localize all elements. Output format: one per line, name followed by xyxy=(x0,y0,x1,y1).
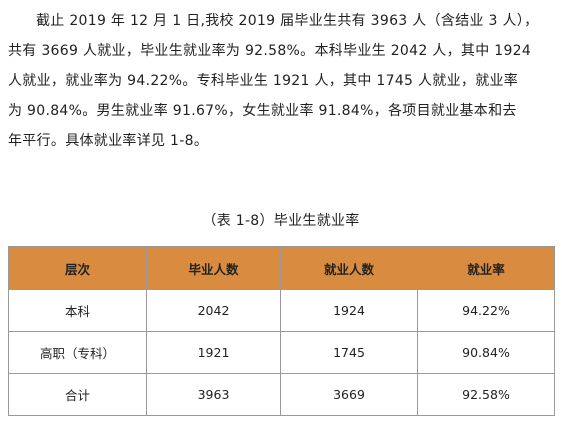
summary-paragraph: 截止 2019 年 12 月 1 日,我校 2019 届毕业生共有 3963 人… xyxy=(8,6,554,156)
table-cell: 92.58% xyxy=(417,373,555,416)
header-employment-rate: 就业率 xyxy=(417,246,555,290)
table-row: 合计 3963 3669 92.58% xyxy=(8,373,555,416)
table-cell: 合计 xyxy=(8,373,147,416)
paragraph-line: 共有 3669 人就业，毕业生就业率为 92.58%。本科毕业生 2042 人，… xyxy=(8,43,532,59)
employment-rate-table: 层次 毕业人数 就业人数 就业率 本科 2042 1924 94.22% 高职（… xyxy=(8,246,555,416)
table-cell: 1924 xyxy=(280,289,418,332)
table-cell: 2042 xyxy=(146,289,281,332)
table-cell: 3963 xyxy=(146,373,281,416)
table-cell: 1921 xyxy=(146,331,281,374)
table-cell: 高职（专科） xyxy=(8,331,147,374)
table-cell: 94.22% xyxy=(417,289,555,332)
table-row: 高职（专科） 1921 1745 90.84% xyxy=(8,331,555,374)
header-graduates: 毕业人数 xyxy=(146,246,281,290)
table-cell: 本科 xyxy=(8,289,147,332)
header-employed: 就业人数 xyxy=(280,246,418,290)
table-cell: 3669 xyxy=(280,373,418,416)
table-cell: 90.84% xyxy=(417,331,555,374)
table-cell: 1745 xyxy=(280,331,418,374)
table-caption: （表 1-8）毕业生就业率 xyxy=(202,213,360,229)
paragraph-line: 年平行。具体就业率详见 1-8。 xyxy=(8,133,209,149)
paragraph-line: 截止 2019 年 12 月 1 日,我校 2019 届毕业生共有 3963 人… xyxy=(36,13,539,29)
header-level: 层次 xyxy=(8,246,147,290)
table-row: 本科 2042 1924 94.22% xyxy=(8,289,555,332)
paragraph-line: 人就业，就业率为 94.22%。专科毕业生 1921 人，其中 1745 人就业… xyxy=(8,73,519,89)
paragraph-line: 为 90.84%。男生就业率 91.67%，女生就业率 91.84%，各项目就业… xyxy=(8,103,517,119)
table-header-row: 层次 毕业人数 就业人数 就业率 xyxy=(8,246,555,290)
